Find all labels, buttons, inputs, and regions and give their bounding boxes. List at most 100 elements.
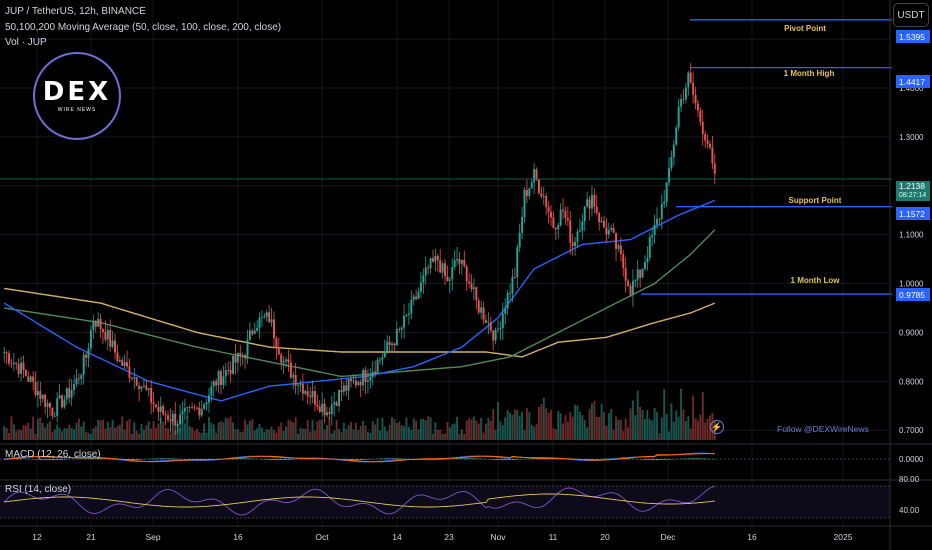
- candle-body: [244, 354, 247, 359]
- macd-histogram-bar: [357, 459, 360, 461]
- volume-bar: [509, 412, 512, 440]
- volume-bar: [432, 433, 434, 440]
- candle-body: [195, 407, 198, 409]
- candle-body: [475, 287, 478, 301]
- volume-bar: [564, 414, 567, 440]
- candle-body: [301, 383, 304, 394]
- macd-histogram-bar: [506, 459, 509, 461]
- candle-body: [200, 408, 203, 416]
- macd-histogram-bar: [85, 458, 88, 460]
- volume-bar: [109, 427, 112, 440]
- macd-histogram-bar: [376, 458, 379, 460]
- macd-histogram-bar: [292, 459, 295, 460]
- volume-bar: [217, 422, 220, 440]
- candle-body: [682, 99, 685, 100]
- macd-histogram-bar: [174, 458, 177, 460]
- candle-body: [513, 277, 516, 278]
- macd-histogram-bar: [56, 459, 59, 461]
- macd-histogram-bar: [668, 459, 670, 460]
- candle-body: [22, 362, 25, 371]
- macd-histogram-bar: [63, 459, 66, 460]
- volume-bar: [220, 421, 222, 440]
- month-high-label: 1 Month High: [783, 69, 835, 78]
- candle-body: [280, 354, 283, 363]
- volume-bar: [472, 416, 475, 440]
- volume-bar: [617, 419, 620, 440]
- lightning-icon[interactable]: ⚡: [710, 420, 724, 434]
- macd-histogram-bar: [477, 458, 480, 460]
- candle-body: [82, 354, 85, 375]
- volume-bar: [412, 418, 415, 440]
- candle-body: [639, 269, 642, 278]
- volume-bar: [506, 409, 509, 440]
- volume-bar: [49, 421, 51, 440]
- volume-bar: [463, 433, 466, 440]
- currency-button[interactable]: USDT: [893, 3, 929, 27]
- candle-body: [660, 203, 663, 219]
- candle-body: [665, 182, 668, 202]
- candle-body: [222, 376, 225, 385]
- volume-bar: [417, 429, 420, 440]
- volume-bar: [167, 428, 169, 440]
- candle-body: [395, 328, 398, 346]
- volume-bar: [593, 400, 596, 440]
- macd-histogram-bar: [554, 458, 557, 460]
- rsi-tick-label: 80.00: [899, 475, 920, 484]
- candle-body: [179, 414, 182, 425]
- candle-body: [157, 407, 160, 412]
- volume-bar: [244, 419, 247, 440]
- candle-body: [306, 391, 309, 396]
- macd-histogram-bar: [453, 458, 456, 460]
- volume-bar: [260, 427, 263, 440]
- candle-body: [492, 330, 495, 341]
- macd-histogram-bar: [275, 459, 278, 461]
- candle-body: [559, 209, 562, 226]
- candle-body: [309, 395, 312, 398]
- volume-bar: [643, 419, 646, 440]
- macd-histogram-bar: [34, 459, 37, 460]
- candle-body: [263, 316, 266, 318]
- candle-body: [277, 347, 280, 355]
- macd-histogram-bar: [162, 458, 165, 460]
- macd-histogram-bar: [20, 458, 23, 460]
- candle-body: [210, 386, 213, 396]
- volume-bar: [22, 425, 25, 440]
- macd-histogram-bar: [164, 458, 167, 460]
- volume-bar: [203, 423, 206, 440]
- candle-body: [648, 237, 651, 258]
- candle-body: [417, 291, 420, 299]
- candle-body: [484, 319, 487, 323]
- volume-bar: [73, 429, 76, 440]
- volume-bar: [518, 416, 521, 440]
- volume-bar: [234, 429, 237, 440]
- candle-body: [656, 218, 658, 225]
- candle-body: [477, 300, 480, 313]
- candle-body: [634, 279, 637, 281]
- volume-bar: [545, 408, 548, 440]
- price-tick-label: 0.8000: [899, 377, 924, 386]
- volume-bar: [326, 425, 328, 440]
- symbol-title: JUP / TetherUS, 12h, BINANCE: [5, 6, 146, 17]
- volume-bar: [701, 391, 704, 440]
- volume-bar: [263, 431, 266, 440]
- volume-bar: [559, 413, 562, 440]
- volume-bar: [15, 431, 18, 440]
- candle-body: [509, 293, 512, 294]
- macd-histogram-bar: [102, 458, 104, 460]
- volume-bar: [285, 426, 287, 440]
- volume-bar: [229, 416, 232, 440]
- macd-histogram-bar: [366, 459, 369, 460]
- volume-bar: [352, 429, 355, 440]
- candle-body: [116, 352, 119, 362]
- volume-bar: [706, 418, 709, 440]
- candle-body: [480, 307, 483, 313]
- macd-histogram-bar: [660, 459, 663, 461]
- volume-bar: [410, 429, 413, 440]
- macd-histogram-bar: [241, 458, 244, 460]
- macd-histogram-bar: [518, 459, 521, 460]
- candle-body: [629, 286, 632, 295]
- macd-histogram-bar: [188, 459, 191, 460]
- month-low-price-tag: 0.9785: [896, 288, 930, 301]
- candle-body: [528, 188, 531, 197]
